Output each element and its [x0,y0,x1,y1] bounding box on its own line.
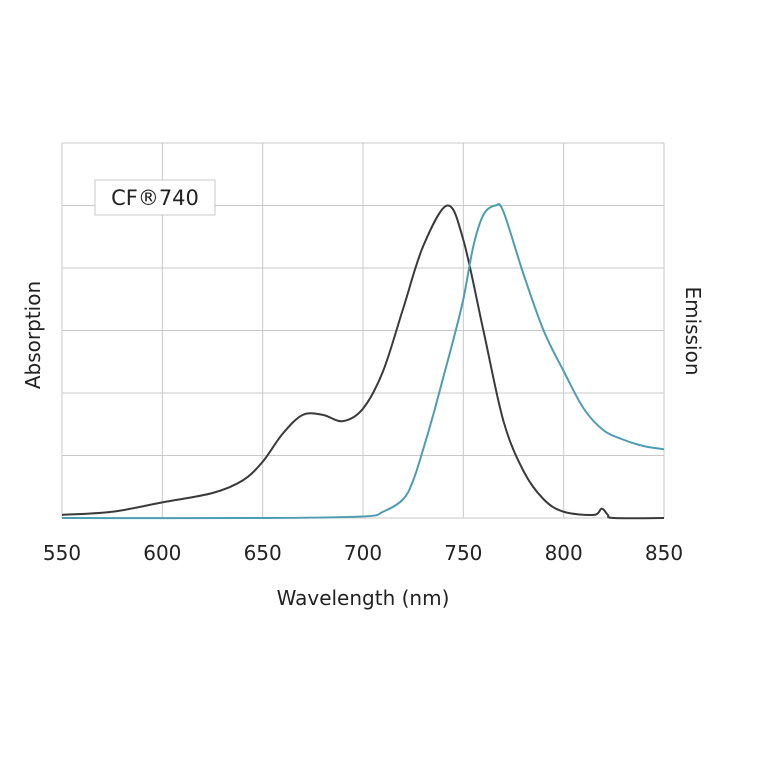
x-tick-label: 550 [43,541,81,565]
emission-line [61,203,665,520]
x-tick-label: 800 [545,541,583,565]
x-tick-label: 850 [645,541,683,565]
x-tick-label: 650 [244,541,282,565]
x-tick-label: 700 [344,541,382,565]
y-axis-label-right: Emission [681,287,705,376]
label-box: CF®740 [94,179,216,216]
series-lines [61,203,665,520]
label-box-text: CF®740 [111,186,199,210]
x-tick-label: 750 [444,541,482,565]
y-axis-label-left: Absorption [21,281,45,389]
absorption-line [61,204,665,520]
grid [61,142,665,519]
x-axis-label: Wavelength (nm) [277,586,450,610]
x-tick-labels: 550 600 650 700 750 800 850 [43,541,683,565]
x-tick-label: 600 [143,541,181,565]
